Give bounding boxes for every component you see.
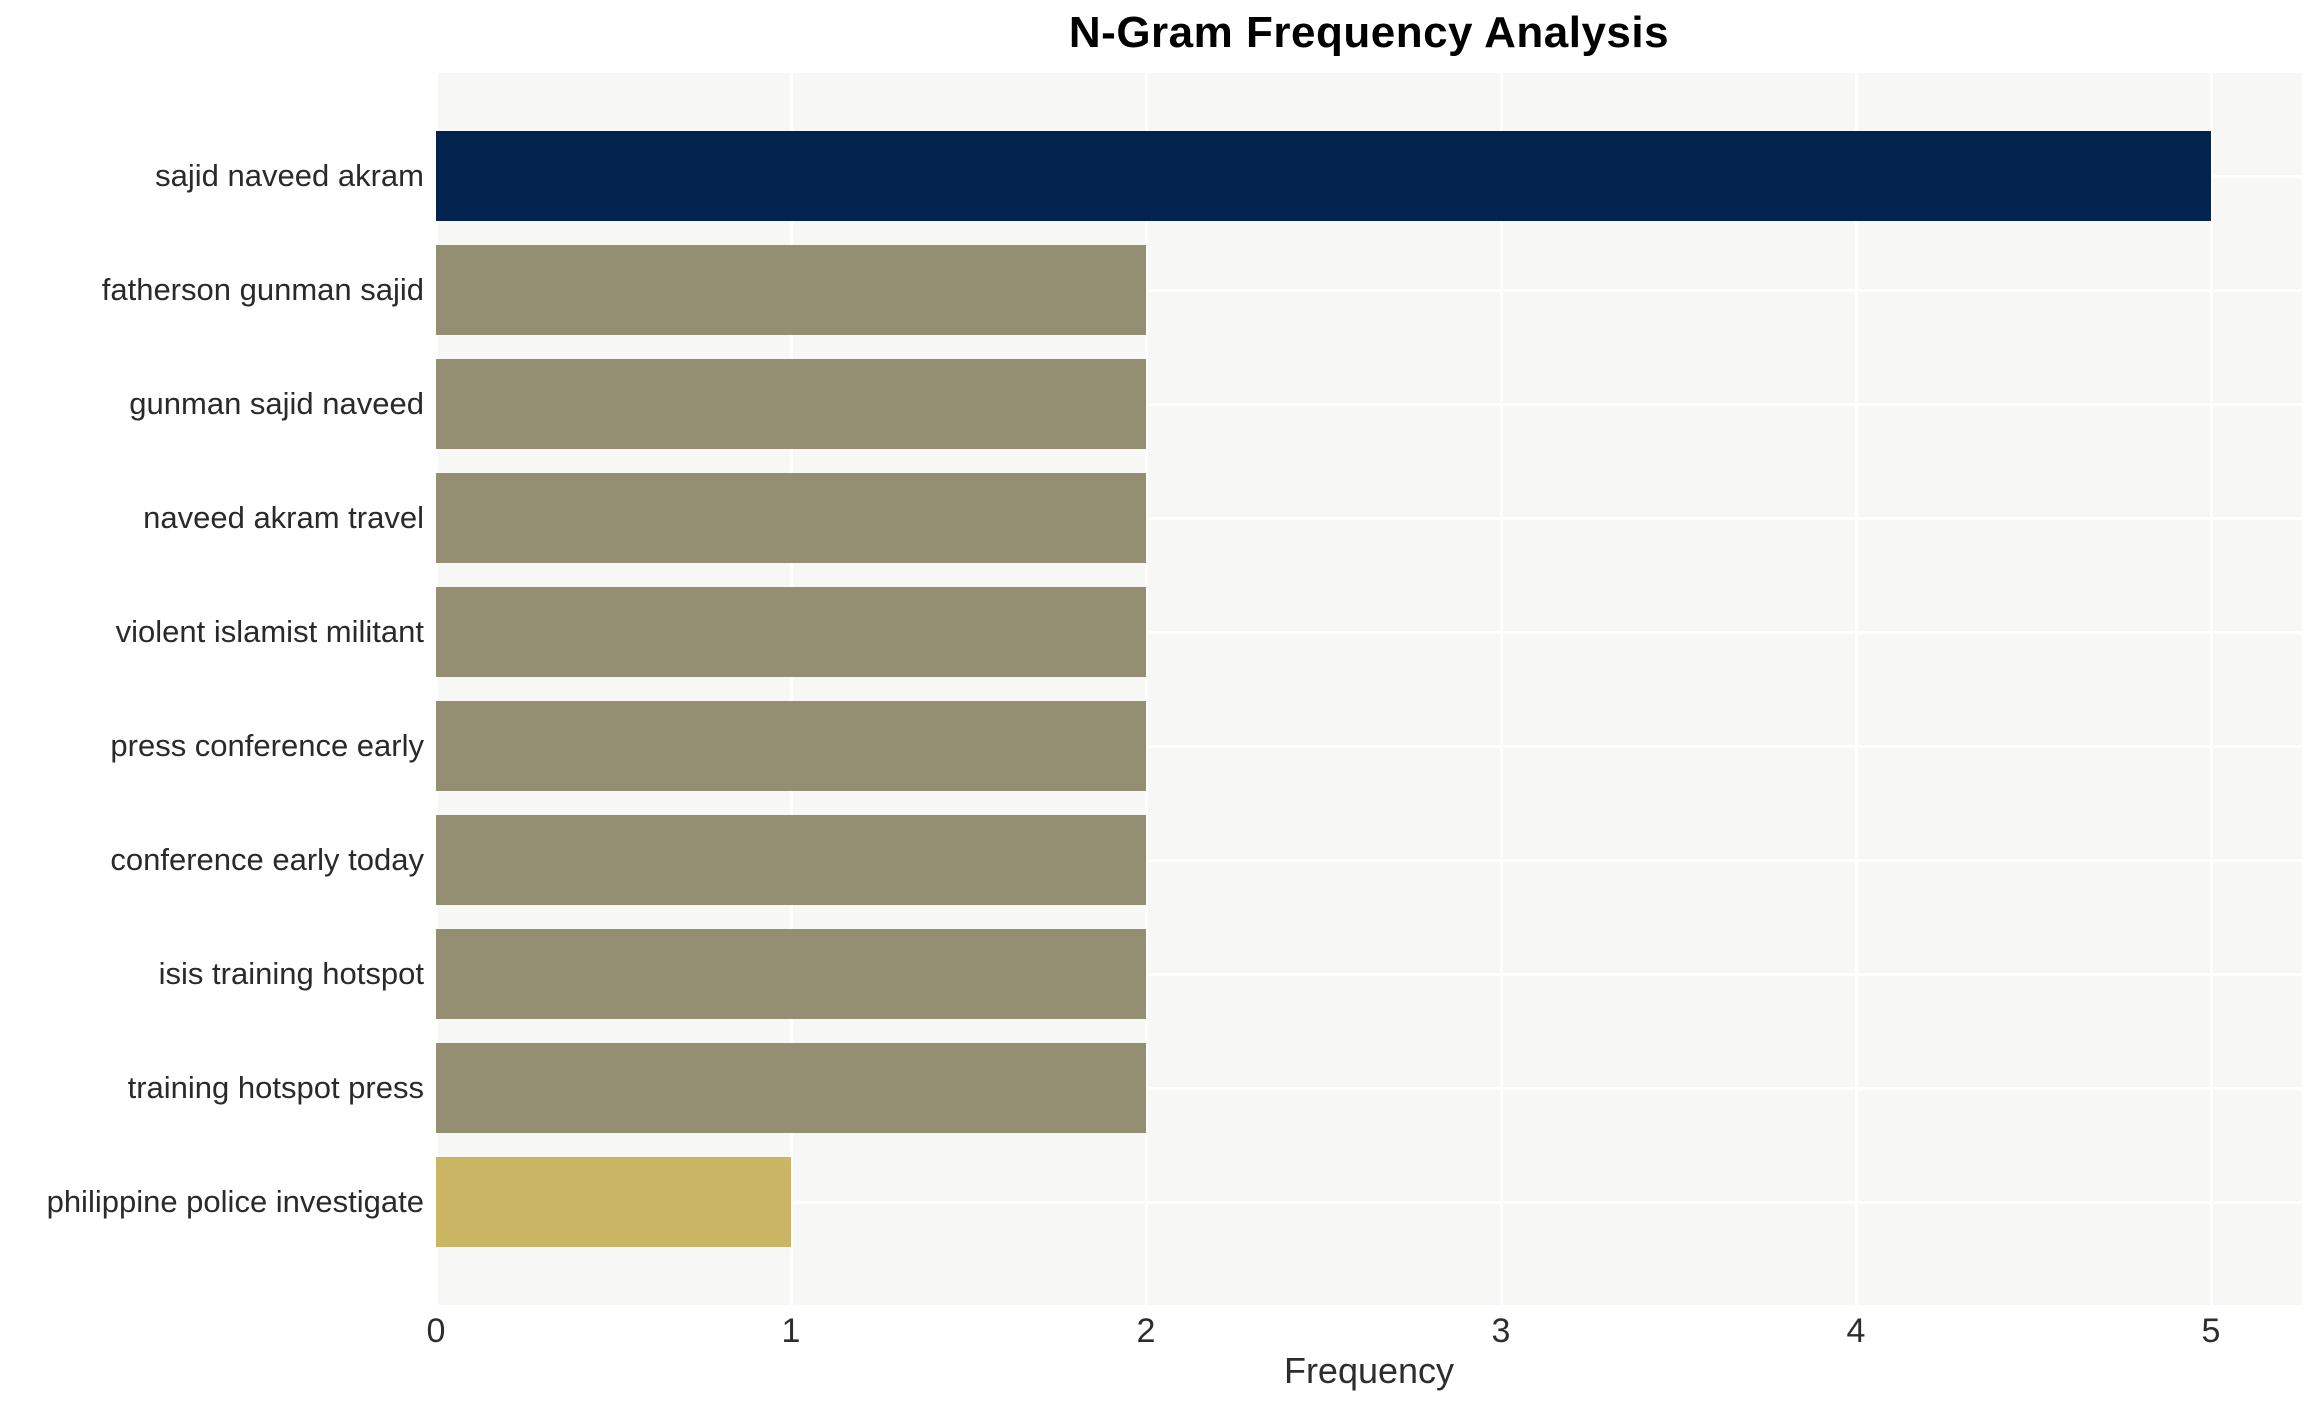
horizontal-gridline [436,972,2302,976]
x-tick-label: 5 [2201,1312,2221,1350]
horizontal-gridline [436,402,2302,406]
x-tick-label: 3 [1491,1312,1511,1350]
horizontal-gridline [436,516,2302,520]
y-axis-category-labels: sajid naveed akram fatherson gunman sajid… [0,73,424,1305]
x-tick-label: 0 [426,1312,446,1350]
vertical-gridline [1854,73,1858,1305]
category-label: isis training hotspot [158,956,424,991]
horizontal-gridline [436,630,2302,634]
category-label: gunman sajid naveed [129,386,424,421]
x-tick-label: 2 [1136,1312,1156,1350]
vertical-gridline [1144,73,1148,1305]
horizontal-gridline [436,744,2302,748]
bar-8 [436,929,1146,1019]
category-label: violent islamist militant [115,614,424,649]
category-label: conference early today [110,842,424,877]
bar-7 [436,815,1146,905]
vertical-gridline [434,73,438,1305]
x-axis-label: Frequency [1283,1350,1455,1391]
x-axis-ticks: 0 1 2 3 4 5 [0,1312,2316,1356]
plot-area [434,73,2302,1305]
category-label: naveed akram travel [143,500,424,535]
bar-3 [436,359,1146,449]
bar-1 [436,131,2211,221]
vertical-gridline [2209,73,2213,1305]
category-label: sajid naveed akram [155,158,424,193]
horizontal-gridline [436,858,2302,862]
x-tick-label: 1 [781,1312,801,1350]
horizontal-gridline [436,1200,2302,1204]
category-label: training hotspot press [127,1070,424,1105]
category-label: fatherson gunman sajid [101,272,424,307]
horizontal-gridline [436,1086,2302,1090]
vertical-gridline [1499,73,1503,1305]
bar-6 [436,701,1146,791]
bar-4 [436,473,1146,563]
bar-10 [436,1157,791,1247]
horizontal-gridline [436,288,2302,292]
bar-2 [436,245,1146,335]
chart-title: N-Gram Frequency Analysis [1068,8,1670,57]
category-label: press conference early [110,728,424,763]
category-label: philippine police investigate [46,1184,424,1219]
bar-5 [436,587,1146,677]
vertical-gridline [789,73,793,1305]
x-tick-label: 4 [1846,1312,1866,1350]
bar-9 [436,1043,1146,1133]
